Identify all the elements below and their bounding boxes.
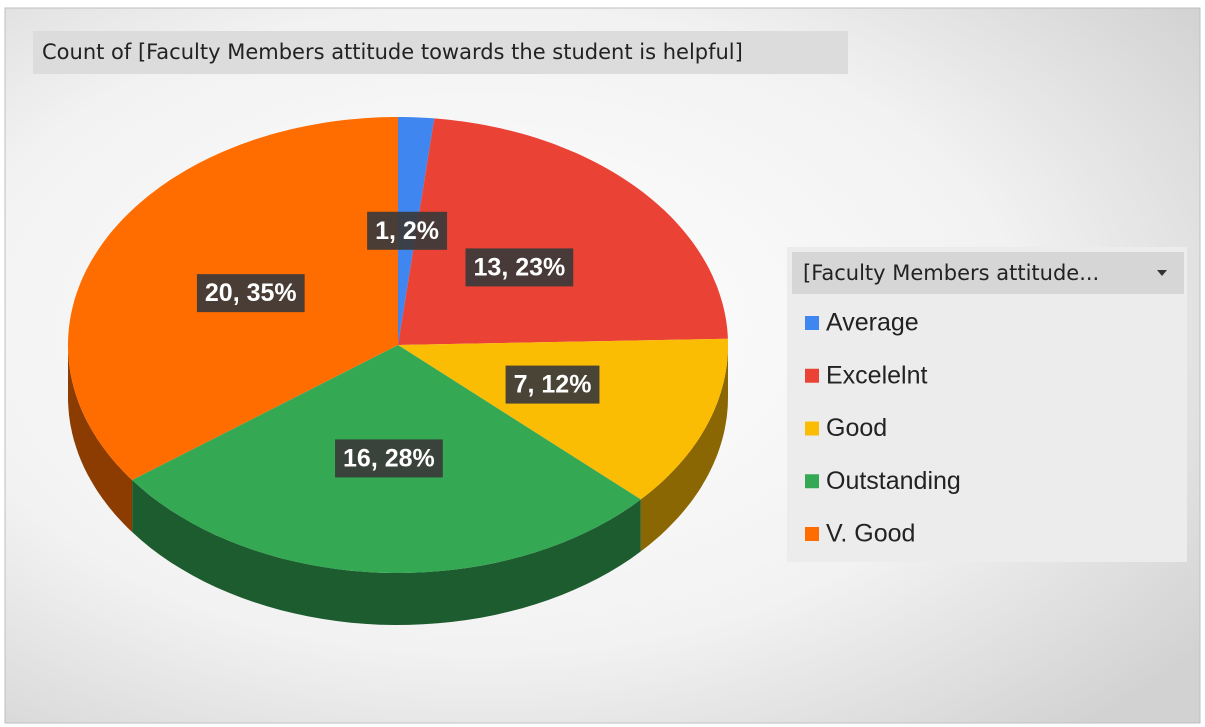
data-label: 7, 12%: [514, 371, 592, 399]
legend-label: V. Good: [826, 520, 915, 548]
legend-label: Average: [826, 309, 919, 337]
data-label-box: [505, 365, 600, 404]
legend-label: Good: [826, 414, 887, 442]
legend-swatch: [805, 316, 819, 330]
legend-title: [Faculty Members attitude...: [803, 261, 1099, 285]
legend-label: Excelelnt: [826, 361, 927, 389]
slice-side: [640, 345, 728, 552]
slice-side: [132, 480, 641, 625]
slice: [398, 118, 728, 346]
data-label: 16, 28%: [343, 444, 435, 472]
data-label-box: [335, 439, 443, 478]
legend-box: [787, 247, 1187, 562]
pie-sides: [68, 345, 728, 625]
dropdown-arrow[interactable]: [1157, 270, 1167, 276]
legend-swatch: [805, 527, 819, 541]
title-box: [33, 31, 848, 74]
slice: [398, 338, 728, 500]
data-label: 1, 2%: [375, 217, 439, 245]
data-label-box: [196, 274, 305, 313]
legend-swatch: [805, 421, 819, 436]
legend-swatch: [805, 474, 819, 489]
slice-side: [68, 345, 133, 532]
data-label-box: [367, 211, 448, 250]
legend-swatch: [805, 368, 819, 383]
data-label: 20, 35%: [205, 279, 297, 307]
legend-label: Outstanding: [826, 467, 961, 495]
pie-tops: [68, 117, 728, 573]
chart-title: Count of [Faculty Members attitude towar…: [42, 40, 743, 64]
data-label-box: [465, 248, 574, 287]
data-labels: 1, 2% 13, 23% 7, 12% 16, 28% 20, 35%: [196, 211, 600, 478]
data-label: 13, 23%: [474, 253, 566, 281]
legend-header[interactable]: [792, 252, 1184, 294]
